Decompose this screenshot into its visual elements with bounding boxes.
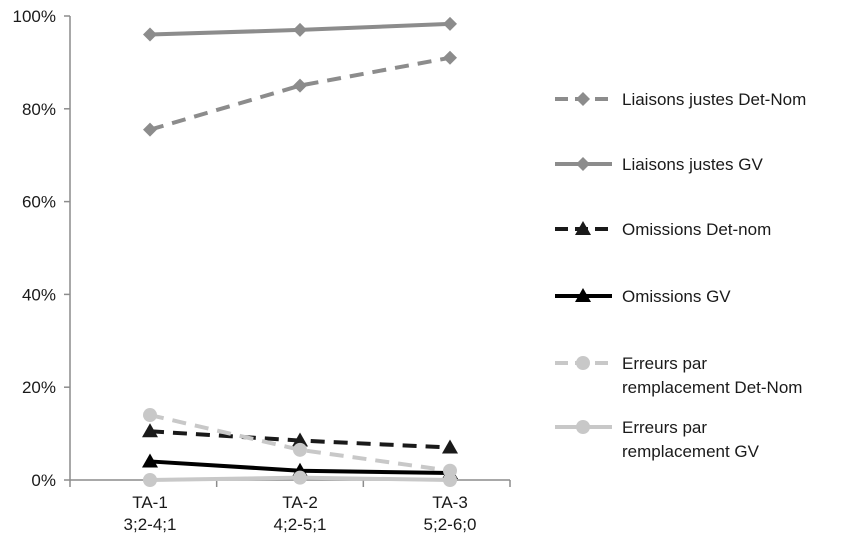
legend-label: Liaisons justes Det-Nom <box>622 90 806 109</box>
x-tick-label: 5;2-6;0 <box>424 515 477 534</box>
legend-marker <box>576 356 590 370</box>
data-point-series-1 <box>443 50 457 65</box>
data-point-series-3 <box>142 423 158 438</box>
y-tick-label: 100% <box>13 7 56 26</box>
series-line-1 <box>149 55 451 132</box>
data-point-series-6 <box>293 470 307 485</box>
legend-label: remplacement Det-Nom <box>622 378 802 397</box>
data-point-series-2 <box>293 22 307 37</box>
y-tick-label: 0% <box>31 471 56 490</box>
y-tick-label: 60% <box>22 193 56 212</box>
series-line-5 <box>149 413 451 473</box>
x-tick-label: TA-3 <box>432 493 468 512</box>
x-tick-label: 3;2-4;1 <box>124 515 177 534</box>
y-tick-label: 80% <box>22 100 56 119</box>
legend-marker <box>575 221 591 235</box>
data-point-series-1 <box>293 78 307 93</box>
legend-marker <box>576 92 590 106</box>
data-point-series-2 <box>443 16 457 31</box>
legend-marker <box>576 420 590 434</box>
legend-label: Liaisons justes GV <box>622 155 763 174</box>
y-tick-label: 40% <box>22 285 56 304</box>
y-tick-label: 20% <box>22 378 56 397</box>
x-tick-label: TA-2 <box>282 493 318 512</box>
legend-label: Erreurs par <box>622 354 707 373</box>
legend-label: remplacement GV <box>622 442 760 461</box>
data-point-series-6 <box>143 473 157 487</box>
legend-label: Erreurs par <box>622 418 707 437</box>
data-point-series-5 <box>293 442 307 457</box>
legend-label: Omissions GV <box>622 287 731 306</box>
x-tick-label: TA-1 <box>132 493 168 512</box>
legend-marker <box>576 157 590 171</box>
data-point-series-2 <box>143 27 157 42</box>
data-point-series-3 <box>292 432 308 447</box>
data-point-series-6 <box>443 473 457 487</box>
data-point-series-4 <box>142 453 158 468</box>
legend-marker <box>575 288 591 302</box>
data-point-series-5 <box>143 408 157 423</box>
x-tick-label: 4;2-5;1 <box>274 515 327 534</box>
data-point-series-3 <box>442 439 458 454</box>
legend-label: Omissions Det-nom <box>622 220 771 239</box>
data-point-series-1 <box>143 122 157 137</box>
